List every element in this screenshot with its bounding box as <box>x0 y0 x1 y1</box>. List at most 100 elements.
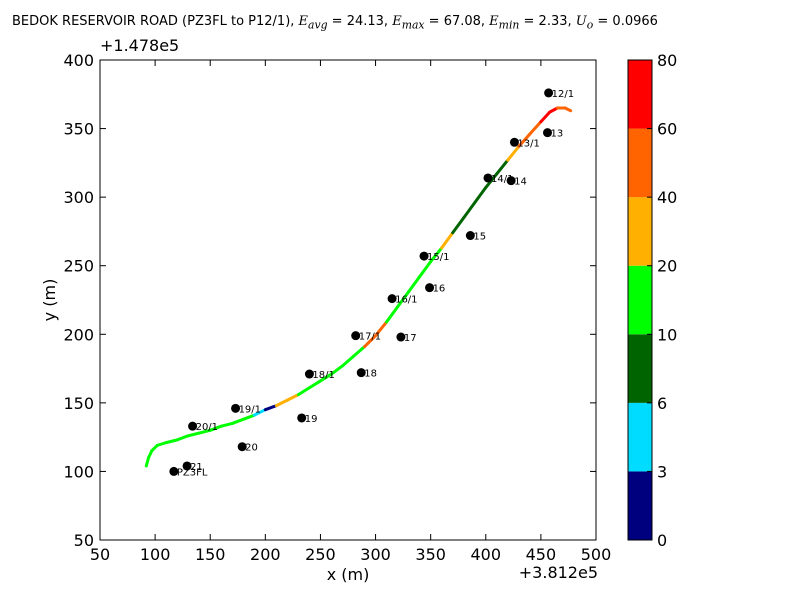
road-segment <box>197 428 212 435</box>
chart-title: BEDOK RESERVOIR ROAD (PZ3FL to P12/1), E… <box>12 14 658 32</box>
road-segment <box>440 231 455 250</box>
data-point <box>237 442 247 452</box>
road-segment <box>263 404 278 412</box>
y-tick-label: 100 <box>63 462 94 481</box>
road-segment <box>252 408 267 417</box>
data-point <box>304 369 314 379</box>
x-tick-label: 500 <box>581 545 612 564</box>
colorbar-segment <box>628 60 652 129</box>
colorbar-tick-label: 10 <box>657 325 677 344</box>
point-label: 17/1 <box>359 332 381 343</box>
road-segment <box>352 345 367 358</box>
data-point <box>465 231 475 241</box>
data-point <box>419 251 429 261</box>
road-segment <box>329 364 344 376</box>
y-tick-label: 300 <box>63 188 94 207</box>
x-offset-label: +3.812e5 <box>519 563 598 582</box>
y-tick-label: 400 <box>63 51 94 70</box>
colorbar-segment <box>628 265 652 335</box>
colorbar-tick-label: 6 <box>657 394 667 413</box>
road-segment <box>340 354 356 368</box>
point-label: 12/1 <box>552 89 574 100</box>
data-point <box>188 421 198 431</box>
point-label: 14/1 <box>491 174 513 185</box>
road-segment <box>307 379 322 390</box>
data-point <box>544 88 554 98</box>
point-label: 19 <box>305 414 318 425</box>
x-tick-label: 450 <box>526 545 557 564</box>
road-segment <box>318 372 333 383</box>
point-label: 13 <box>551 129 564 140</box>
road-segment <box>374 320 389 338</box>
x-tick-label: 400 <box>471 545 502 564</box>
colorbar-tick-label: 0 <box>657 531 667 550</box>
y-tick-label: 50 <box>74 531 94 550</box>
road-segment <box>164 438 179 445</box>
x-axis-label: x (m) <box>327 565 370 584</box>
data-point <box>543 128 553 138</box>
colorbar-tick-label: 20 <box>657 257 677 276</box>
y-offset-label: +1.478e5 <box>100 36 179 55</box>
data-point <box>506 176 516 186</box>
point-label: 18/1 <box>312 370 334 381</box>
colorbar-segment <box>628 128 652 198</box>
road-segment <box>208 424 223 432</box>
data-point <box>396 332 406 342</box>
road-segment <box>230 417 245 425</box>
y-axis-label: y (m) <box>40 279 59 322</box>
points-layer: 12/1 13 13/1 14/1 14 15 15/1 16 16/1 17/1 17 18 18/1… <box>169 88 574 478</box>
road-segment <box>186 431 201 438</box>
road-segment <box>363 334 378 349</box>
x-tick-label: 250 <box>305 545 336 564</box>
point-label: 13/1 <box>517 138 539 149</box>
point-label: 15 <box>473 232 486 243</box>
point-label: 18 <box>364 369 377 380</box>
point-label: 20/1 <box>196 422 218 433</box>
point-label: 16/1 <box>395 295 417 306</box>
road-segment <box>451 216 466 235</box>
x-tick-label: 150 <box>195 545 226 564</box>
x-tick-label: 100 <box>140 545 171 564</box>
colorbar: 0 3 6 10 20 40 60 80 <box>627 51 677 550</box>
road-segment <box>219 421 234 428</box>
road-segment <box>473 186 488 205</box>
x-tick-label: 350 <box>415 545 446 564</box>
y-tick-label: 200 <box>63 325 94 344</box>
y-tick-label: 250 <box>63 257 94 276</box>
point-label: 14 <box>514 177 527 188</box>
road-segment <box>296 386 311 397</box>
colorbar-tick-label: 60 <box>657 120 677 139</box>
road-segment <box>274 398 289 408</box>
x-tick-label: 50 <box>90 545 110 564</box>
road-segment <box>418 260 433 279</box>
data-point <box>182 461 192 471</box>
road-segment <box>495 158 510 176</box>
road-segment <box>517 132 532 148</box>
x-tick-label: 200 <box>250 545 281 564</box>
road-segment <box>462 201 477 220</box>
data-point <box>356 368 366 378</box>
point-label: PZ3FL <box>177 467 208 478</box>
data-point <box>509 137 519 147</box>
colorbar-segment <box>628 471 652 540</box>
road-segment <box>155 441 168 447</box>
data-point <box>425 283 435 293</box>
road-line <box>144 106 573 468</box>
road-segment <box>528 120 543 136</box>
point-label: 15/1 <box>427 252 449 263</box>
data-point <box>231 403 241 413</box>
y-tick-label: 350 <box>63 120 94 139</box>
point-label: 19/1 <box>239 404 261 415</box>
x-tick-label: 300 <box>360 545 391 564</box>
road-segment <box>385 305 400 324</box>
data-point <box>351 331 361 341</box>
road-segment <box>396 290 411 309</box>
y-tick-label: 150 <box>63 394 94 413</box>
data-point <box>297 413 307 423</box>
point-label: 21 <box>190 462 203 473</box>
road-segment <box>241 413 256 421</box>
colorbar-segment <box>628 334 652 403</box>
colorbar-segment <box>628 402 652 472</box>
colorbar-tick-label: 40 <box>657 188 677 207</box>
